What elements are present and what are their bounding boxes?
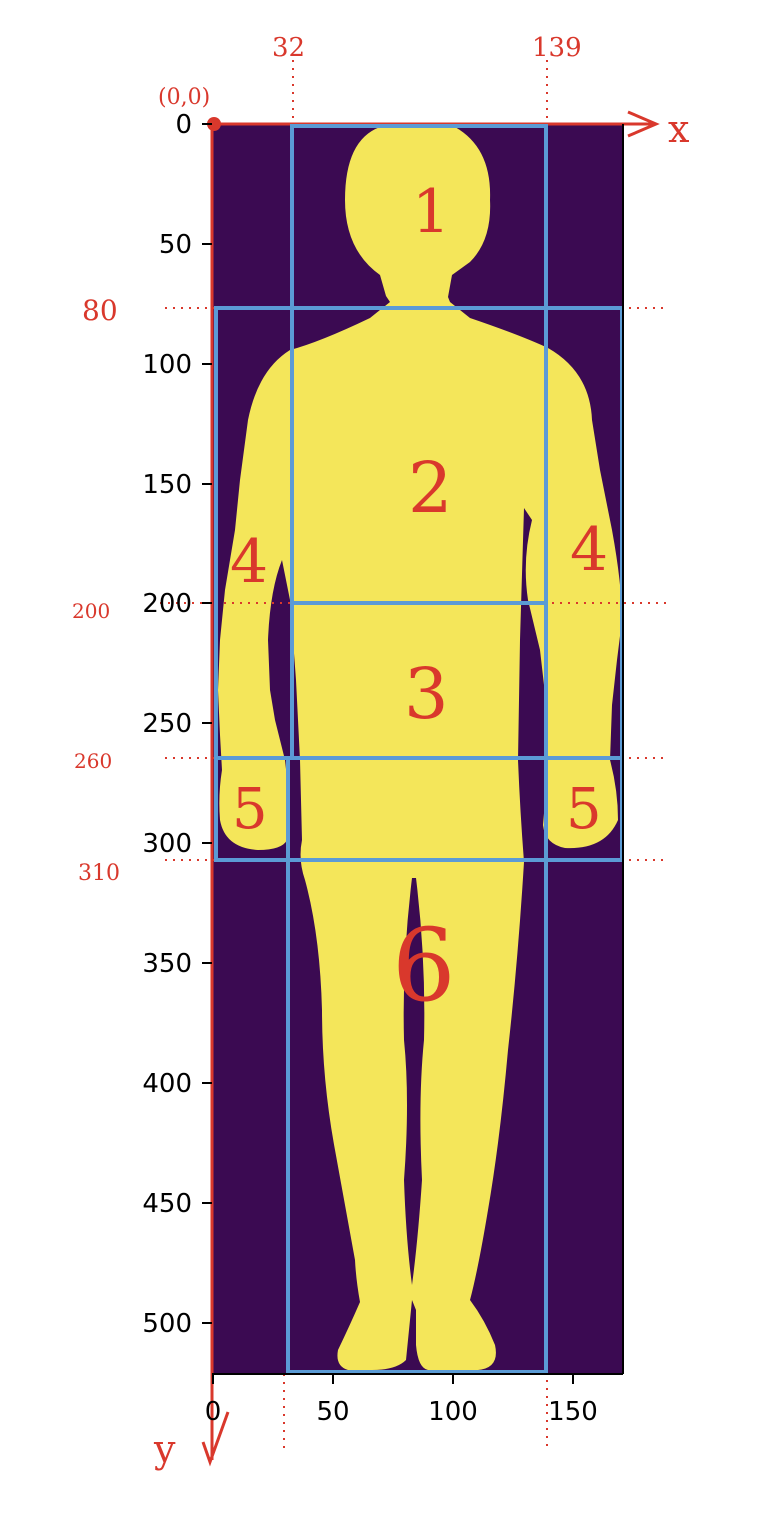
region-label-1: 1 <box>412 177 450 247</box>
origin-label: (0,0) <box>158 85 210 110</box>
x-marker-139: 139 <box>532 33 582 63</box>
y-tick-label: 50 <box>159 230 192 260</box>
y-tick-label: 350 <box>142 949 192 979</box>
y-tick-label: 150 <box>142 470 192 500</box>
x-tick-label: 150 <box>548 1397 598 1427</box>
x-axis-ticks <box>212 1374 574 1384</box>
origin-dot <box>207 117 221 131</box>
x-tick-label: 0 <box>205 1397 222 1427</box>
y-marker-200: 200 <box>72 599 110 623</box>
y-tick-label: 400 <box>142 1069 192 1099</box>
region-label-3: 3 <box>404 653 449 735</box>
y-tick-label: 300 <box>142 829 192 859</box>
y-tick-label: 450 <box>142 1189 192 1219</box>
region-label-5-right: 5 <box>566 777 602 842</box>
x-axis-tick-labels: 0 50 100 150 <box>205 1397 598 1427</box>
x-axis-arrowhead-icon <box>627 110 660 138</box>
region-label-4-right: 4 <box>570 515 608 585</box>
y-tick-label: 500 <box>142 1309 192 1339</box>
y-tick-label: 250 <box>142 709 192 739</box>
y-marker-310: 310 <box>78 861 120 886</box>
x-axis-label: x <box>668 107 689 151</box>
y-tick-label: 0 <box>175 110 192 140</box>
dotted-guides <box>160 60 668 1450</box>
box-region-5-left-hand <box>214 756 290 862</box>
box-region-6-legs <box>286 858 548 1374</box>
region-label-2: 2 <box>408 447 453 529</box>
y-axis-tick-labels: 0 50 100 150 200 250 300 350 400 450 500 <box>142 110 192 1339</box>
y-tick-label: 100 <box>142 350 192 380</box>
leg-gap <box>403 878 425 1285</box>
y-tick-label: 200 <box>142 589 192 619</box>
y-marker-260: 260 <box>74 749 112 773</box>
x-tick-label: 50 <box>316 1397 349 1427</box>
region-label-5-left: 5 <box>232 777 268 842</box>
x-marker-32: 32 <box>272 33 305 63</box>
region-label-6: 6 <box>392 907 456 1024</box>
y-marker-80: 80 <box>82 294 118 327</box>
y-axis-arrowhead-icon <box>201 1411 230 1467</box>
y-axis-label: y <box>153 1427 176 1471</box>
x-tick-label: 100 <box>428 1397 478 1427</box>
region-label-4-left: 4 <box>230 527 268 597</box>
y-axis-ticks <box>202 123 212 1324</box>
body-silhouette <box>218 127 622 1370</box>
